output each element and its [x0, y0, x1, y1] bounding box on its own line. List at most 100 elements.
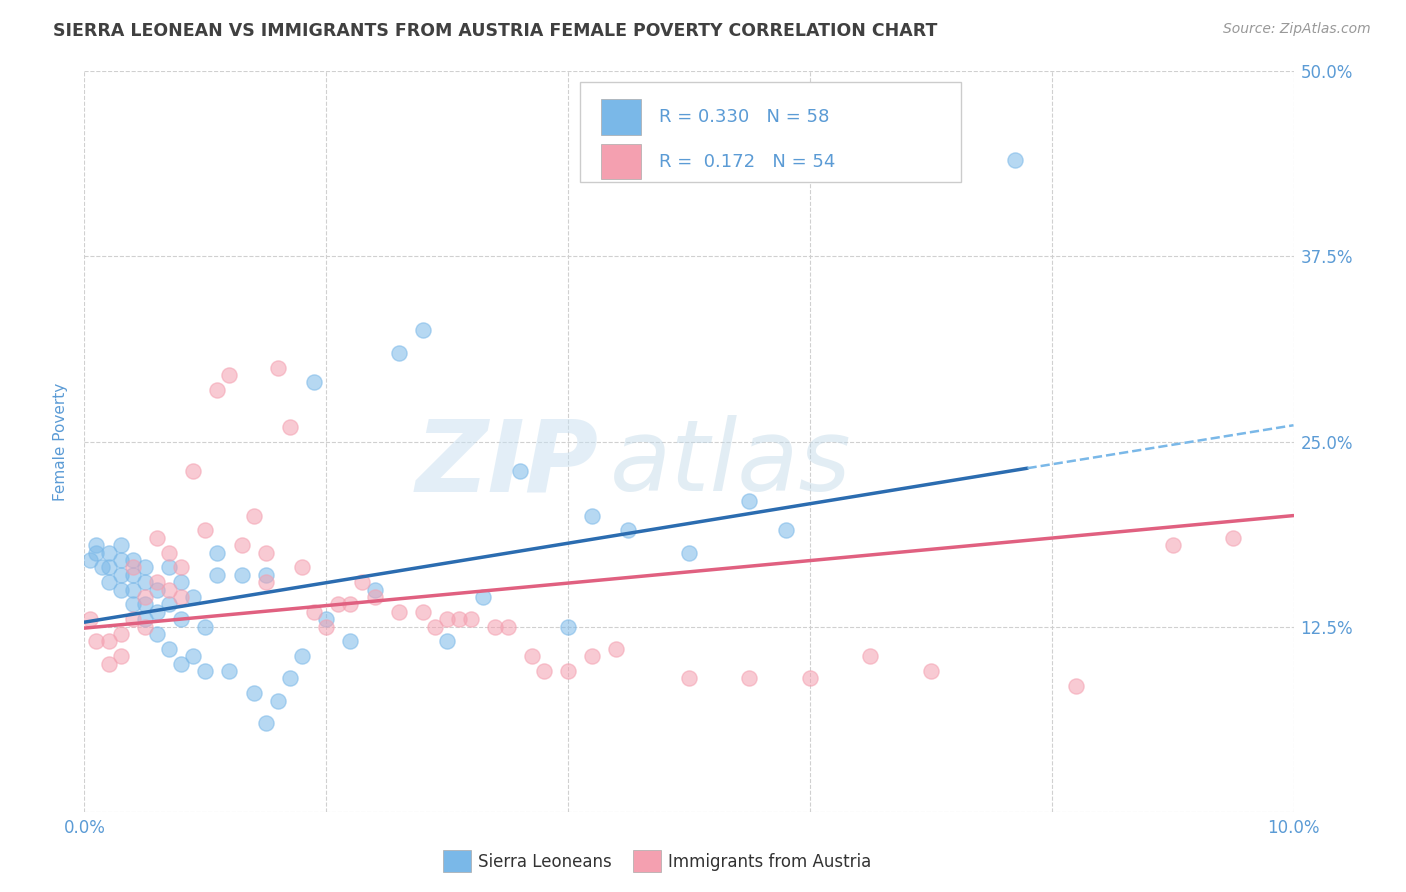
Point	[328, 598, 350, 612]
Point	[363, 590, 385, 604]
Point	[218, 664, 240, 678]
Point	[267, 360, 290, 375]
Point	[605, 641, 627, 656]
Point	[423, 619, 446, 633]
Point	[484, 619, 506, 633]
Point	[738, 493, 761, 508]
Point	[388, 605, 411, 619]
Point	[181, 464, 204, 478]
Point	[581, 649, 603, 664]
Text: ZIP: ZIP	[415, 416, 599, 512]
Point	[1064, 679, 1087, 693]
Point	[121, 560, 143, 574]
Point	[134, 612, 156, 626]
Point	[1004, 153, 1026, 168]
Point	[678, 546, 700, 560]
Point	[146, 627, 169, 641]
Point	[121, 612, 143, 626]
Point	[509, 464, 531, 478]
Point	[207, 567, 229, 582]
Point	[181, 649, 204, 664]
Point	[170, 590, 193, 604]
Point	[520, 649, 543, 664]
Point	[267, 694, 290, 708]
Point	[86, 546, 108, 560]
Point	[121, 567, 143, 582]
Text: R =  0.172   N = 54: R = 0.172 N = 54	[659, 153, 835, 170]
Point	[194, 524, 217, 538]
Point	[436, 634, 458, 648]
Point	[110, 649, 132, 664]
Point	[738, 672, 761, 686]
Point	[134, 590, 156, 604]
Point	[134, 598, 156, 612]
Point	[278, 419, 301, 434]
Point	[557, 664, 579, 678]
Point	[157, 546, 180, 560]
Point	[110, 582, 132, 597]
Point	[170, 612, 193, 626]
Point	[121, 582, 143, 597]
Point	[254, 715, 277, 730]
Point	[170, 560, 193, 574]
Point	[146, 605, 169, 619]
Point	[86, 538, 108, 552]
Point	[134, 575, 156, 590]
Point	[110, 538, 132, 552]
Point	[254, 546, 277, 560]
Point	[207, 546, 229, 560]
Text: Immigrants from Austria: Immigrants from Austria	[668, 853, 872, 871]
Point	[254, 575, 277, 590]
Point	[231, 567, 253, 582]
Y-axis label: Female Poverty: Female Poverty	[52, 383, 67, 500]
Point	[799, 672, 821, 686]
Point	[121, 553, 143, 567]
Point	[97, 546, 120, 560]
Point	[157, 582, 180, 597]
Point	[134, 560, 156, 574]
Point	[157, 598, 180, 612]
Point	[460, 612, 482, 626]
Point	[291, 560, 314, 574]
Point	[170, 575, 193, 590]
Text: atlas: atlas	[610, 416, 852, 512]
Point	[157, 641, 180, 656]
Point	[218, 368, 240, 382]
Point	[207, 383, 229, 397]
Point	[449, 612, 471, 626]
Point	[194, 619, 217, 633]
Point	[134, 619, 156, 633]
FancyBboxPatch shape	[581, 82, 962, 183]
Point	[146, 582, 169, 597]
Point	[97, 575, 120, 590]
Point	[146, 531, 169, 545]
Point	[339, 598, 361, 612]
Point	[170, 657, 193, 671]
Point	[157, 560, 180, 574]
Point	[388, 345, 411, 359]
Point	[86, 634, 108, 648]
Point	[146, 575, 169, 590]
Point	[194, 664, 217, 678]
Point	[302, 376, 325, 390]
Point	[97, 560, 120, 574]
Point	[110, 553, 132, 567]
FancyBboxPatch shape	[600, 144, 641, 179]
Point	[110, 627, 132, 641]
Point	[79, 612, 101, 626]
Point	[315, 612, 337, 626]
Point	[302, 605, 325, 619]
Point	[412, 324, 434, 338]
Point	[1222, 531, 1244, 545]
Point	[291, 649, 314, 664]
Point	[278, 672, 301, 686]
Point	[97, 634, 120, 648]
Point	[242, 508, 264, 523]
Point	[363, 582, 385, 597]
Point	[920, 664, 942, 678]
Point	[79, 553, 101, 567]
Text: Sierra Leoneans: Sierra Leoneans	[478, 853, 612, 871]
FancyBboxPatch shape	[600, 100, 641, 135]
Point	[557, 619, 579, 633]
Point	[581, 508, 603, 523]
